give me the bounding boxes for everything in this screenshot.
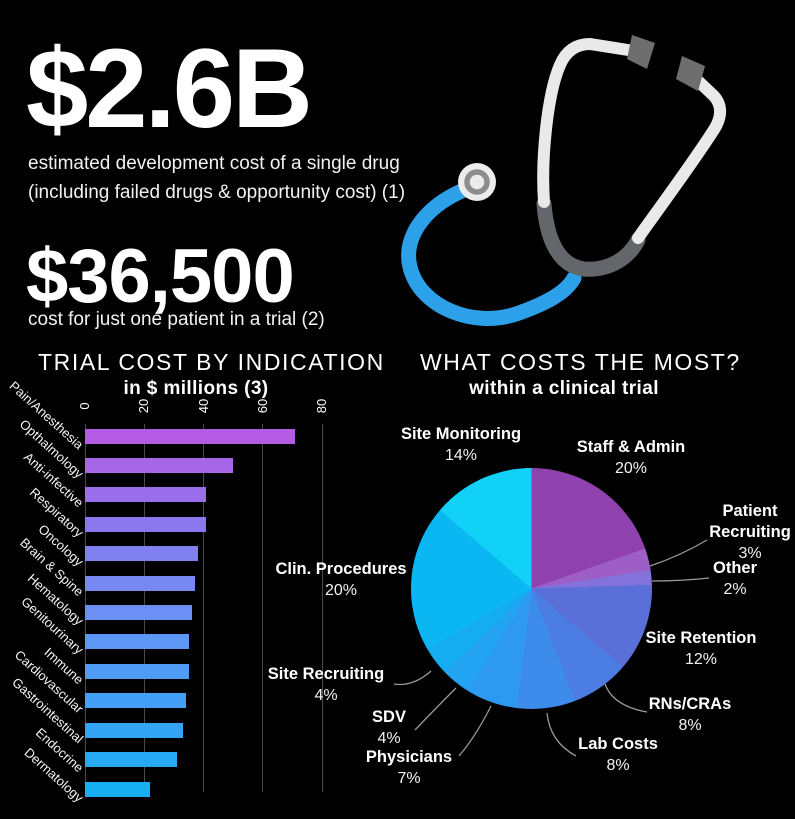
pie-slice-percentage: 12% [684,651,718,668]
secondary-value: $36,500 [26,234,295,319]
pie-slice-name: Lab Costs [578,735,658,753]
leader-line [649,539,708,567]
pie-slice-label: Site Recruiting 4% [236,664,416,706]
pie-slice-name: Other [712,559,757,577]
pie-slice-label: RNs/CRAs 8% [615,694,765,736]
pie-slice-label: SDV 4% [339,707,439,749]
pie-slice-percentage: 4% [314,687,338,704]
pie-slice-name: Clin. Procedures [275,560,407,578]
pie-chart [411,468,652,709]
pie-chart-title: WHAT COSTS THE MOST? [420,349,741,375]
bar-chart-subtitle: in $ millions (3) [123,378,269,399]
leader-line [414,687,457,731]
pie-slice-label: Lab Costs 8% [543,734,693,776]
pie-slice-name: Site Monitoring [400,425,522,443]
leader-line [651,577,710,582]
stethoscope-eartip-right [676,56,705,91]
stethoscope-icon [401,35,727,326]
stethoscope-chestpiece-ring [464,169,490,195]
pie-slice-name: Physicians [365,748,453,766]
pie-slice-label: Other 2% [685,558,785,600]
pie-slice-label: Patient Recruiting 3% [694,501,795,564]
stethoscope-binaural-left [537,37,634,208]
pie-slice-percentage: 2% [723,581,747,598]
headline-caption-line1: estimated development cost of a single d… [28,153,400,174]
pie-slice-label: Staff & Admin 20% [546,437,716,479]
pie-slice-percentage: 3% [738,545,762,562]
leader-line [458,705,492,757]
headline-caption: estimated development cost of a single d… [28,149,405,207]
stethoscope-bend [536,196,646,277]
pie-slice-name: Site Retention [645,629,757,647]
stethoscope-eartip-left [627,35,655,69]
pie-slice-name: Patient Recruiting [709,502,791,541]
stethoscope-binaural-right [632,72,727,244]
pie-slice-percentage: 7% [397,770,421,787]
pie-slice-percentage: 8% [606,757,630,774]
pie-slice-label: Site Monitoring 14% [366,424,556,466]
headline-value: $2.6B [26,26,313,151]
pie-slice-name: Staff & Admin [576,438,686,456]
pie-slice-label: Clin. Procedures 20% [246,559,436,601]
leader-line [546,712,577,757]
pie-slice-percentage: 14% [444,447,478,464]
pie-slice-percentage: 20% [614,460,648,477]
leader-line [393,670,432,686]
stethoscope-tube [401,179,582,326]
pie-slice-percentage: 4% [377,730,401,747]
pie-slice-label: Physicians 7% [329,747,489,789]
leader-line [604,683,648,713]
pie-chart-subtitle: within a clinical trial [469,378,659,399]
pie-slice-label: Site Retention 12% [611,628,791,670]
pie-slice-name: SDV [372,708,406,726]
bar-chart-title: TRIAL COST BY INDICATION [38,349,385,375]
pie-slice-name: Site Recruiting [267,665,385,683]
secondary-caption: cost for just one patient in a trial (2) [28,309,325,330]
headline-caption-line2: (including failed drugs & opportunity co… [28,182,406,203]
pie-slice-percentage: 8% [678,717,702,734]
pie-slice-name: RNs/CRAs [648,695,732,713]
pie-slice-percentage: 20% [324,582,358,599]
